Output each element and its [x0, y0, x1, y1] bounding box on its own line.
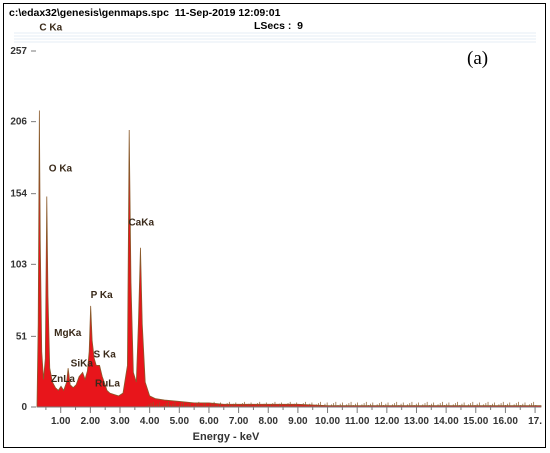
y-tick-label: 257: [10, 46, 27, 57]
peak-label: RuLa: [95, 378, 120, 389]
x-tick-label: 3.00: [110, 416, 130, 427]
peak-label: CaKa: [128, 218, 154, 229]
y-tick-label: 103: [10, 259, 27, 270]
peak-labels: C Ka O Ka ZnLa MgKa SiKa P Ka S Ka RuLa CaKa: [39, 23, 154, 390]
peak-label: MgKa: [54, 328, 82, 339]
y-tick-label: 154: [10, 189, 27, 200]
timestamp: 11-Sep-2019 12:09:01: [174, 7, 281, 19]
live-seconds: LSecs : 9: [254, 20, 304, 32]
x-tick-label: 8.00: [259, 416, 279, 427]
y-tick-label: 0: [21, 402, 27, 413]
x-tick-label: 17.: [528, 416, 542, 427]
x-tick-label: 13.00: [404, 416, 429, 427]
x-tick-label: 16.00: [493, 416, 518, 427]
x-tick-label: 15.00: [463, 416, 488, 427]
peak-label: ZnLa: [51, 374, 75, 385]
x-tick-label: 4.00: [140, 416, 160, 427]
x-tick-label: 14.00: [434, 416, 459, 427]
x-tick-label: 9.00: [288, 416, 308, 427]
x-tick-label: 10.00: [315, 416, 340, 427]
x-tick-label: 2.00: [81, 416, 101, 427]
peak-label: S Ka: [94, 349, 117, 360]
peak-label: P Ka: [91, 290, 113, 301]
plot-frame: [3, 3, 546, 448]
x-axis-ticks: 1.00 2.00 3.00 4.00 5.00 6.00 7.00 8.00 9.00 10.0…: [45, 407, 542, 427]
peak-label: O Ka: [49, 163, 73, 174]
y-tick-label: 51: [16, 331, 28, 342]
x-tick-label: 11.00: [345, 416, 370, 427]
x-tick-label: 5.00: [170, 416, 190, 427]
x-tick-label: 6.00: [199, 416, 219, 427]
y-tick-label: 206: [10, 117, 27, 128]
faint-gridlines: [14, 32, 536, 43]
spectrum-fill: [36, 110, 542, 408]
y-axis-ticks: 0 51 103 154 206 257: [10, 46, 36, 413]
x-tick-label: 12.00: [374, 416, 399, 427]
spectrum-area: [36, 110, 542, 408]
peak-label: SiKa: [71, 358, 94, 369]
file-header: c:\edax32\genesis\genmaps.spc 11-Sep-201…: [9, 7, 280, 19]
x-axis-label: Energy - keV: [193, 431, 260, 443]
x-tick-label: 1.00: [51, 416, 71, 427]
peak-label: C Ka: [39, 23, 62, 34]
file-path: c:\edax32\genesis\genmaps.spc: [9, 7, 169, 19]
panel-label: (a): [467, 48, 489, 69]
x-tick-label: 7.00: [229, 416, 249, 427]
